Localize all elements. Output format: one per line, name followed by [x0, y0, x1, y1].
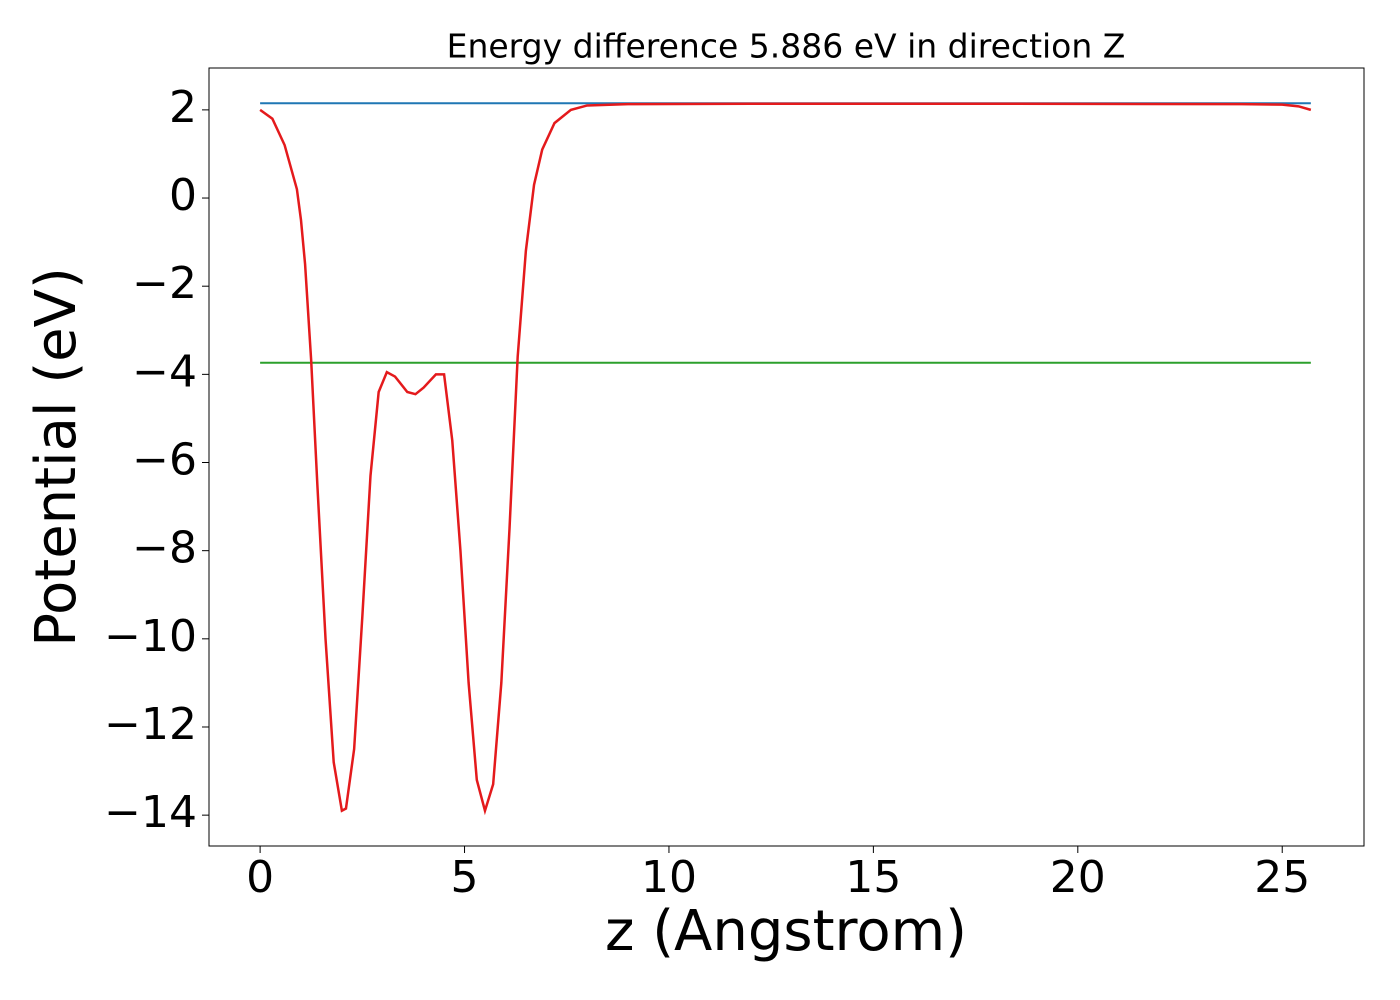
x-tick-label: 15: [845, 852, 901, 903]
x-tick-label: 0: [246, 852, 274, 903]
chart-title: Energy difference 5.886 eV in direction …: [447, 27, 1126, 66]
y-axis-label: Potential (eV): [24, 267, 89, 647]
y-tick-label: −6: [132, 435, 197, 486]
x-tick-label: 20: [1050, 852, 1106, 903]
x-tick-label: 5: [451, 852, 479, 903]
y-tick-label: −10: [104, 611, 197, 662]
x-axis-label: z (Angstrom): [605, 899, 967, 964]
data-line: [259, 102, 1312, 816]
y-tick-label: 2: [169, 82, 197, 133]
x-tick-label: 25: [1254, 852, 1310, 903]
y-tick-label: 0: [169, 170, 197, 221]
y-tick-label: −12: [104, 699, 197, 750]
y-tick-label: −4: [132, 346, 197, 397]
y-tick-label: −8: [132, 523, 197, 574]
y-tick-label: −2: [132, 258, 197, 309]
x-tick-label: 10: [641, 852, 697, 903]
plot-frame: [208, 67, 1365, 847]
y-tick-label: −14: [104, 787, 197, 838]
